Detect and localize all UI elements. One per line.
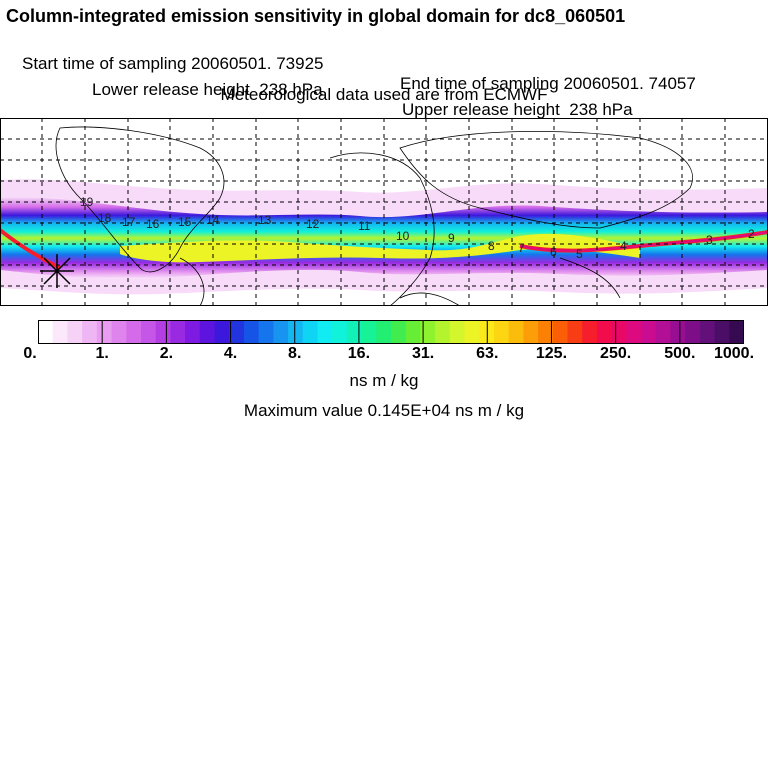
start-time-label: Start time of sampling 20060501. 73925 xyxy=(22,54,324,73)
colorbar-tick-label: 4. xyxy=(223,345,238,362)
colorbar-swatch xyxy=(670,320,686,344)
time-marker: 8 xyxy=(488,239,495,253)
colorbar-swatch xyxy=(714,320,730,344)
colorbar-swatch xyxy=(67,320,83,344)
colorbar xyxy=(38,320,744,344)
colorbar-swatch xyxy=(552,320,569,344)
coastlines xyxy=(55,126,693,306)
colorbar-swatch xyxy=(449,320,466,344)
lat-lon-grid xyxy=(0,118,768,306)
colorbar-swatch xyxy=(302,320,319,344)
colorbar-swatch xyxy=(229,320,245,344)
colorbar-swatch xyxy=(641,320,657,344)
emission-core xyxy=(120,233,640,263)
time-marker: 15 xyxy=(178,215,192,229)
time-marker: 14 xyxy=(206,213,220,227)
colorbar-swatch xyxy=(346,320,363,344)
colorbar-tick-label: 63. xyxy=(476,345,499,362)
time-marker: 11 xyxy=(358,219,371,233)
colorbar-swatch xyxy=(582,320,598,344)
colorbar-swatch xyxy=(170,320,186,344)
time-marker: 17 xyxy=(122,215,136,229)
colorbar-swatch xyxy=(611,320,627,344)
colorbar-swatch xyxy=(493,320,510,344)
colorbar-swatch xyxy=(332,320,348,344)
colorbar-swatch xyxy=(243,320,260,344)
maximum-value: Maximum value 0.145E+04 ns m / kg xyxy=(243,401,525,420)
colorbar-tick-label: 2. xyxy=(159,345,174,362)
colorbar-swatch xyxy=(699,320,716,344)
colorbar-swatch xyxy=(523,320,539,344)
time-marker: 7 xyxy=(518,241,525,255)
colorbar-unit: ns m / kg xyxy=(349,371,419,390)
colorbar-swatch xyxy=(538,320,554,344)
colorbar-swatch xyxy=(508,320,524,344)
colorbar-tick-label: 0. xyxy=(23,345,37,362)
colorbar-swatch xyxy=(273,320,289,344)
colorbar-swatch xyxy=(626,320,642,344)
lower-release-label: Lower release height 238 hPa xyxy=(92,80,323,99)
colorbar-swatch xyxy=(52,320,69,344)
time-marker: 10 xyxy=(396,229,410,243)
time-marker: 18 xyxy=(98,211,112,225)
colorbar-swatch xyxy=(38,320,54,344)
time-marker: 4 xyxy=(620,239,627,253)
colorbar-swatch xyxy=(126,320,142,344)
sensitivity-map: 19 18 17 16 15 14 13 12 11 10 9 8 7 6 5 … xyxy=(0,118,768,306)
colorbar-swatch xyxy=(214,320,230,344)
colorbar-swatch xyxy=(111,320,127,344)
colorbar-swatch xyxy=(655,320,672,344)
time-marker: 6 xyxy=(550,245,557,259)
colorbar-swatch xyxy=(82,320,98,344)
release-point-icon xyxy=(40,254,74,288)
sampling-times: Start time of sampling 20060501. 73925 E… xyxy=(0,34,768,94)
time-marker: 5 xyxy=(576,247,583,261)
met-data-label: Meteorological data used are from ECMWF xyxy=(220,85,548,104)
colorbar-swatch xyxy=(288,320,304,344)
colorbar-swatch xyxy=(185,320,201,344)
time-marker: 3 xyxy=(706,233,713,247)
colorbar-swatch xyxy=(729,320,744,344)
upper-release-label: Upper release height 238 hPa xyxy=(402,100,633,119)
colorbar-swatch xyxy=(361,320,377,344)
time-marker: 19 xyxy=(80,195,94,209)
end-time-label: End time of sampling 20060501. 74057 xyxy=(400,74,696,93)
release-heights: Lower release height 238 hPa Upper relea… xyxy=(0,60,768,120)
time-marker: 2 xyxy=(748,227,755,241)
colorbar-tick-label: 1. xyxy=(95,345,109,362)
colorbar-swatch xyxy=(96,320,113,344)
colorbar-swatch xyxy=(258,320,274,344)
colorbar-swatch xyxy=(376,320,392,344)
time-marker: 13 xyxy=(258,213,272,227)
colorbar-swatch xyxy=(596,320,613,344)
colorbar-tick-label: 16. xyxy=(347,345,371,362)
colorbar-swatch xyxy=(405,320,422,344)
colorbar-swatch xyxy=(317,320,333,344)
colorbar-swatch xyxy=(685,320,701,344)
time-marker: 16 xyxy=(146,217,160,231)
colorbar-tick-label: 250. xyxy=(600,345,632,362)
colorbar-swatch xyxy=(567,320,583,344)
colorbar-swatch xyxy=(140,320,157,344)
colorbar-tick-label: 125. xyxy=(535,345,568,362)
time-marker: 12 xyxy=(306,217,320,231)
colorbar-tick-label: 31. xyxy=(411,345,435,362)
colorbar-swatch xyxy=(464,320,480,344)
colorbar-swatch xyxy=(391,320,407,344)
colorbar-swatch xyxy=(199,320,216,344)
colorbar-tick-label: 1000. xyxy=(713,345,755,362)
colorbar-swatch xyxy=(435,320,451,344)
time-markers: 19 18 17 16 15 14 13 12 11 10 9 8 7 6 5 … xyxy=(80,195,755,261)
colorbar-swatch xyxy=(155,320,171,344)
time-marker: 9 xyxy=(448,231,455,245)
colorbar-tick-label: 8. xyxy=(288,345,302,362)
colorbar-swatch xyxy=(420,320,436,344)
plot-title: Column-integrated emission sensitivity i… xyxy=(6,6,626,26)
colorbar-tick-label: 500. xyxy=(664,345,696,362)
